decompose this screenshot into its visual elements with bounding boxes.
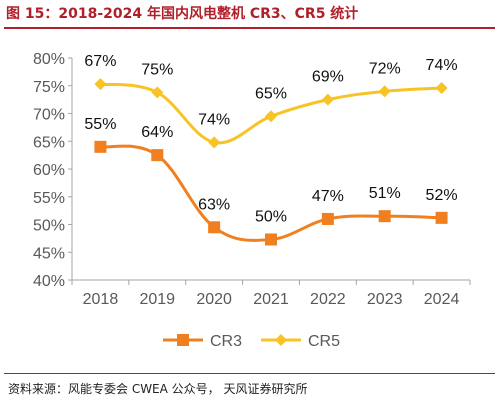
point-cr3 [94, 140, 107, 153]
x-tick-label: 2022 [310, 291, 346, 308]
data-label-cr3: 47% [312, 188, 344, 205]
source-rule [4, 373, 495, 374]
x-tick-label: 2021 [253, 291, 289, 308]
figure-title: 图 15：2018-2024 年国内风电整机 CR3、CR5 统计 [6, 6, 359, 22]
x-tick-label: 2018 [83, 291, 119, 308]
legend-marker-cr5 [275, 334, 287, 346]
x-tick-label: 2023 [367, 291, 403, 308]
chart: 40% 45% 50% 55% 60% 65% 70% 75% 80% 2018 2019 2020 2… [33, 51, 471, 350]
data-labels: 55% 64% 63% 50% 47% 51% 52% 67% 75% 74% 65% 69% 72% 7… [84, 53, 457, 225]
y-tick-label: 60% [33, 162, 65, 179]
point-cr5 [435, 81, 448, 94]
x-tick-label: 2019 [139, 291, 175, 308]
point-cr3 [265, 233, 277, 246]
data-label-cr5: 75% [141, 61, 173, 78]
point-cr5 [265, 110, 277, 123]
data-label-cr5: 72% [369, 60, 401, 77]
point-cr5 [151, 86, 164, 99]
axes: 40% 45% 50% 55% 60% 65% 70% 75% 80% 2018 2019 2020 2… [33, 51, 471, 308]
point-cr5 [378, 85, 391, 98]
title-rule [4, 27, 495, 29]
data-label-cr3: 50% [255, 208, 287, 225]
data-label-cr5: 74% [426, 57, 458, 74]
legend: CR3 CR5 [163, 333, 340, 350]
y-tick-label: 50% [33, 218, 65, 235]
y-tick-label: 65% [33, 134, 65, 151]
point-cr3 [208, 221, 221, 234]
point-cr5 [94, 78, 107, 91]
x-tick-label: 2020 [196, 291, 232, 308]
data-label-cr5: 67% [84, 53, 116, 70]
point-cr3 [378, 210, 391, 223]
y-tick-label: 80% [33, 51, 65, 68]
series-layer [94, 78, 448, 246]
point-cr3 [321, 212, 334, 225]
data-label-cr5: 65% [255, 85, 287, 102]
source-note: 资料来源：风能专委会 CWEA 公众号， 天风证券研究所 [8, 382, 308, 396]
point-cr3 [435, 211, 448, 224]
legend-label-cr5: CR5 [308, 333, 340, 350]
point-cr3 [151, 149, 164, 162]
data-label-cr3: 55% [84, 116, 116, 133]
data-label-cr5: 69% [312, 69, 344, 86]
data-label-cr3: 63% [198, 196, 230, 213]
data-label-cr3: 51% [369, 185, 401, 202]
y-tick-label: 75% [33, 79, 65, 96]
data-label-cr5: 74% [198, 111, 230, 128]
y-tick-label: 70% [33, 107, 65, 124]
y-tick-label: 55% [33, 190, 65, 207]
point-cr5 [208, 136, 221, 149]
x-tick-label: 2024 [424, 291, 460, 308]
point-cr5 [321, 93, 334, 106]
data-label-cr3: 52% [426, 187, 458, 204]
data-label-cr3: 64% [141, 124, 173, 141]
y-tick-label: 45% [33, 245, 65, 262]
legend-marker-cr3 [177, 334, 189, 346]
y-tick-label: 40% [33, 273, 65, 290]
legend-label-cr3: CR3 [210, 333, 242, 350]
